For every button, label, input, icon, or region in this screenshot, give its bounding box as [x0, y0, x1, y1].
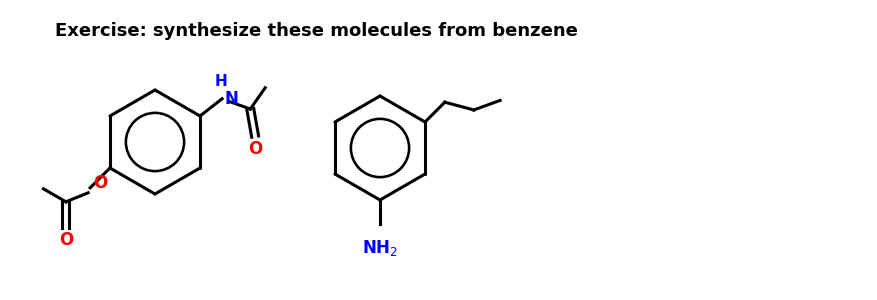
Text: O: O: [247, 140, 262, 158]
Text: Exercise: synthesize these molecules from benzene: Exercise: synthesize these molecules fro…: [55, 22, 577, 40]
Text: O: O: [59, 231, 73, 249]
Text: O: O: [93, 174, 107, 192]
Text: H: H: [215, 74, 227, 89]
Text: N: N: [224, 90, 238, 108]
Text: NH$_2$: NH$_2$: [361, 238, 397, 258]
